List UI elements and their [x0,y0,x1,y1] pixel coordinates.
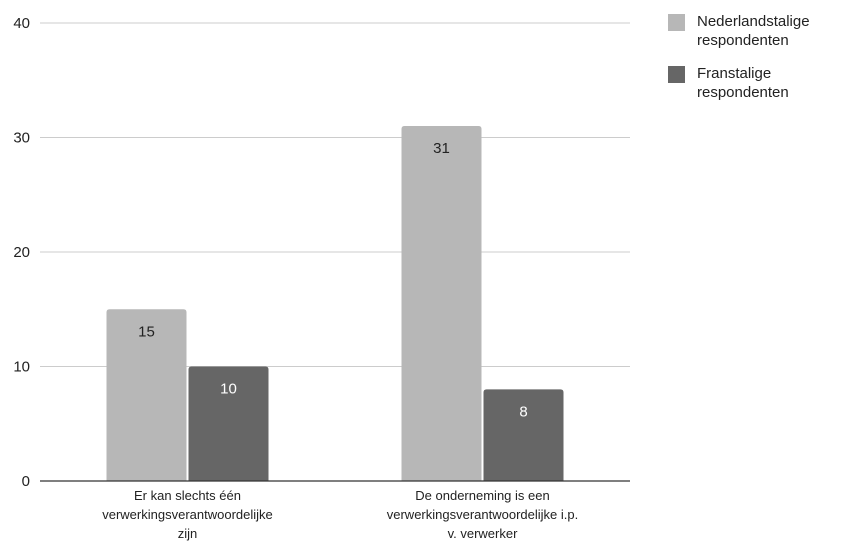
bar [106,309,187,481]
bar [483,389,564,481]
x-tick-label: v. verwerker [448,526,518,541]
x-tick-label: zijn [178,526,198,541]
legend-item-nederlandstalige: Nederlandstalige respondenten [668,12,848,50]
data-label: 8 [519,403,527,420]
legend: Nederlandstalige respondenten Franstalig… [668,12,848,116]
legend-swatch-nederlandstalige [668,14,685,31]
y-tick-label: 0 [22,473,30,490]
x-tick-label: verwerkingsverantwoordelijke i.p. [387,507,578,522]
legend-label-line: respondenten [697,84,789,101]
data-label: 15 [138,323,155,340]
x-tick-label: De onderneming is een [415,488,549,503]
legend-label-line: respondenten [697,32,789,49]
bar [401,126,482,482]
data-label: 10 [220,381,237,398]
legend-label-line: Franstalige [697,65,772,82]
y-tick-label: 40 [13,15,30,32]
legend-item-franstalige: Franstalige respondenten [668,64,848,102]
y-tick-label: 10 [13,359,30,376]
legend-swatch-franstalige [668,66,685,83]
y-tick-label: 20 [13,244,30,261]
x-tick-label: Er kan slechts één [134,488,241,503]
bar [188,366,269,481]
x-tick-label: verwerkingsverantwoordelijke [102,507,273,522]
legend-label-line: Nederlandstalige [697,13,810,30]
data-label: 31 [433,140,450,157]
y-tick-label: 30 [13,130,30,147]
